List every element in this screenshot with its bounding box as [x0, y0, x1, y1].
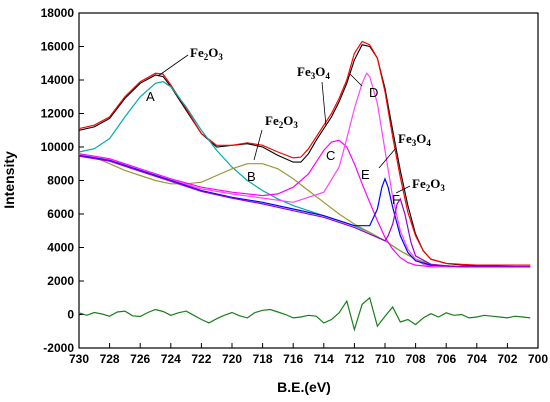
x-tick-label: 708 — [406, 352, 426, 366]
peak-label-b: B — [247, 169, 256, 184]
leader-line-f — [395, 185, 411, 194]
series-line-8 — [78, 296, 531, 332]
x-tick-label: 702 — [497, 352, 517, 366]
x-tick-label: 714 — [314, 352, 334, 366]
x-tick-label: 724 — [161, 352, 181, 366]
annotation-fe3o4-c: Fe3O4 — [297, 64, 330, 81]
x-tick-label: 700 — [528, 352, 548, 366]
leader-line-b — [253, 129, 263, 161]
x-tick-label: 718 — [253, 352, 273, 366]
y-tick-label: 16000 — [41, 40, 75, 54]
y-tick-label: -2000 — [43, 341, 74, 355]
series-layer — [78, 40, 531, 332]
x-tick-label: 706 — [436, 352, 456, 366]
x-tick-label: 710 — [375, 352, 395, 366]
annotation-fe2o3-a: Fe2O3 — [190, 45, 223, 62]
x-tick-label: 728 — [100, 352, 120, 366]
series-line-1 — [78, 40, 531, 266]
peak-label-f: F — [392, 192, 400, 207]
series-line-4 — [78, 139, 531, 268]
series-line-7 — [78, 155, 531, 268]
x-tick-label: 712 — [344, 352, 364, 366]
y-tick-label: 10000 — [41, 140, 75, 154]
leader-line-e — [378, 147, 397, 169]
y-tick-label: 4000 — [47, 241, 74, 255]
peak-label-e: E — [361, 167, 370, 182]
series-line-2 — [78, 81, 531, 268]
annotation-fe2o3-b: Fe2O3 — [265, 113, 298, 130]
y-tick-label: 18000 — [41, 6, 75, 20]
annotation-fe2o3-f: Fe2O3 — [412, 176, 445, 193]
series-line-6 — [78, 154, 531, 268]
peak-label-c: C — [326, 148, 335, 163]
leader-line-d — [349, 73, 363, 87]
leader-line-c — [321, 81, 327, 127]
x-tick-label: 716 — [283, 352, 303, 366]
y-tick-label: 0 — [67, 308, 74, 322]
peak-label-d: D — [369, 85, 378, 100]
x-tick-label: 704 — [467, 352, 487, 366]
y-axis-title: Intensity — [1, 151, 17, 209]
x-axis-title: B.E.(eV) — [277, 379, 331, 395]
x-tick-label: 726 — [130, 352, 150, 366]
y-tick-label: 8000 — [47, 174, 74, 188]
y-tick-label: 6000 — [47, 207, 74, 221]
peak-label-a: A — [146, 89, 155, 104]
y-tick-label: 14000 — [41, 73, 75, 87]
x-tick-label: 722 — [191, 352, 211, 366]
x-tick-label: 720 — [222, 352, 242, 366]
y-tick-label: 2000 — [47, 274, 74, 288]
leader-line-a — [157, 54, 189, 77]
x-axis: 730 728 726 724 722 720 718 716 714 712 710 708 706 7… — [69, 343, 548, 366]
annotation-fe3o4-e: Fe3O4 — [398, 131, 431, 148]
y-tick-label: 12000 — [41, 107, 75, 121]
y-axis: -2000 0 2000 4000 6000 8000 10000 12000 14000 160… — [41, 6, 84, 355]
x-tick-label: 730 — [69, 352, 89, 366]
